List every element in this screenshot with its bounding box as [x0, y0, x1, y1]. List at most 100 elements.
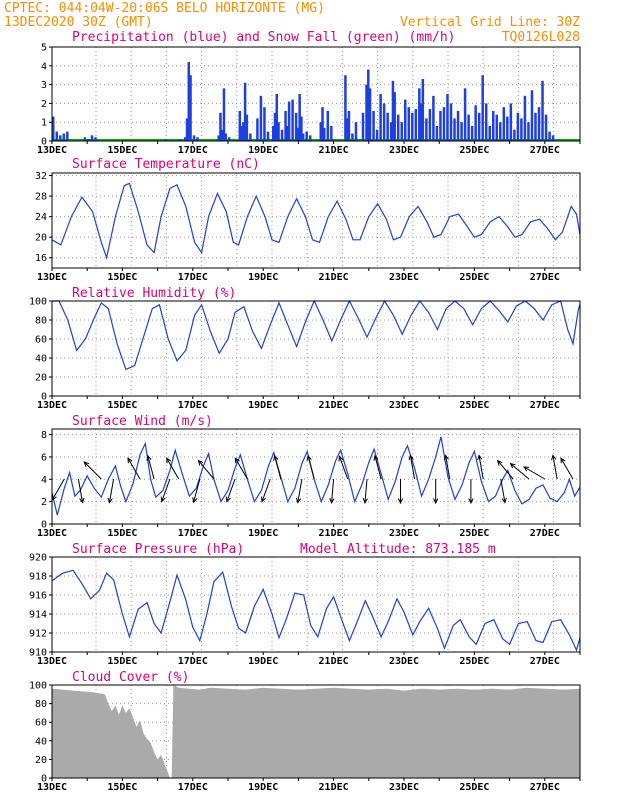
x-date-label: 13DEC: [37, 400, 67, 411]
wind-arrow-head: [83, 461, 90, 467]
precip-bar: [367, 69, 370, 141]
precip-bar: [273, 112, 277, 141]
y-tick-label: 0: [41, 774, 47, 785]
wind-arrow: [147, 455, 155, 480]
x-date-label: 17DEC: [178, 528, 208, 539]
x-date-label: 17DEC: [178, 272, 208, 283]
precip-bar: [375, 129, 379, 141]
header-code: TQ0126L028: [502, 30, 580, 45]
wind-panel: Surface Wind (m/s) 0 2 4 6 8 13DEC 15DEC 17DEC 1…: [37, 414, 581, 539]
precip-bar: [442, 107, 446, 141]
x-date-label: 25DEC: [459, 145, 489, 156]
x-date-label: 25DEC: [459, 272, 489, 283]
wind-arrow: [510, 463, 530, 480]
precip-bar: [481, 75, 484, 141]
precip-bar: [530, 90, 534, 141]
precip-bar: [94, 137, 97, 141]
x-date-label: 23DEC: [389, 272, 419, 283]
y-tick-label: 914: [29, 610, 47, 621]
precip-bar: [305, 131, 308, 141]
precip-bar: [259, 95, 263, 141]
y-tick-label: 20: [35, 373, 47, 384]
y-tick-label: 1: [41, 118, 47, 129]
precip-bar: [534, 112, 537, 141]
precip-bar: [185, 118, 189, 141]
wind-arrow-head: [373, 454, 379, 461]
precip-bar: [275, 94, 279, 141]
wind-arrow: [478, 455, 484, 480]
precip-bar: [298, 94, 301, 141]
y-tick-label: 60: [35, 335, 47, 346]
precip-bar: [502, 107, 506, 141]
wind-arrow-head: [295, 497, 302, 504]
x-date-label: 25DEC: [459, 400, 489, 411]
precip-bar: [393, 92, 396, 141]
model-altitude: Model Altitude: 873.185 m: [300, 542, 496, 557]
y-tick-label: 912: [29, 629, 47, 640]
pressure-line: [51, 569, 581, 652]
precip-bar: [178, 139, 182, 141]
cloud-panel: Cloud Cover (%) 0 20 40 60 80 100 13DEC 15DEC 17…: [29, 670, 581, 793]
precip-bar: [467, 114, 470, 141]
temp-frame: [51, 172, 581, 269]
wind-title: Surface Wind (m/s): [72, 414, 213, 429]
x-date-label: 27DEC: [530, 400, 560, 411]
wind-arrow: [364, 478, 368, 503]
precip-bar: [189, 75, 192, 141]
wind-arrow-head: [362, 498, 368, 505]
precip-bar: [499, 122, 502, 141]
wind-arrow-head: [160, 496, 166, 503]
precip-bar: [219, 112, 222, 141]
wind-arrow-head: [408, 454, 414, 461]
header-date: 13DEC2020 30Z (GMT): [4, 15, 153, 30]
wind-arrow: [108, 478, 115, 503]
precip-bar: [347, 110, 351, 141]
x-date-label: 19DEC: [248, 145, 278, 156]
precip-bar: [456, 110, 460, 141]
rh-title: Relative Humidity (%): [72, 286, 236, 301]
precip-bar: [308, 135, 312, 141]
wind-arrow-head: [509, 462, 516, 469]
precip-bar: [396, 114, 400, 141]
x-date-label: 17DEC: [178, 782, 208, 793]
wind-arrow-head: [192, 497, 198, 504]
x-date-label: 15DEC: [107, 400, 137, 411]
wind-arrow-head: [306, 454, 312, 461]
precip-bar: [414, 109, 418, 141]
precip-bar: [513, 129, 516, 141]
x-date-label: 17DEC: [178, 400, 208, 411]
wind-arrow: [552, 455, 558, 480]
precip-bar: [52, 116, 55, 141]
wind-arrow: [83, 461, 102, 480]
wind-arrow: [445, 455, 451, 480]
precip-bar: [495, 114, 499, 141]
precip-bar: [361, 112, 365, 141]
wind-arrow: [226, 478, 236, 502]
wind-arrow-head: [329, 498, 335, 505]
precip-bar: [421, 78, 425, 141]
x-date-label: 23DEC: [389, 400, 419, 411]
precip-bar: [272, 125, 275, 141]
wind-arrow: [274, 455, 282, 480]
x-date-label: 15DEC: [107, 272, 137, 283]
wind-arrow: [331, 478, 335, 503]
y-tick-label: 100: [29, 681, 47, 692]
precip-bar: [263, 107, 266, 141]
x-date-label: 21DEC: [319, 656, 349, 667]
precip-bar: [354, 122, 358, 141]
x-date-label: 21DEC: [319, 400, 349, 411]
x-date-label: 19DEC: [248, 782, 278, 793]
x-date-label: 17DEC: [178, 145, 208, 156]
wind-line: [51, 436, 581, 516]
precip-bar: [488, 125, 491, 141]
precip-bar: [477, 112, 481, 141]
precip-bar: [344, 75, 347, 141]
x-date-label: 21DEC: [319, 528, 349, 539]
y-tick-label: 4: [41, 475, 47, 486]
y-tick-label: 32: [35, 171, 47, 182]
precip-bar: [319, 122, 323, 141]
header-location: CPTEC: 044:04W-20:06S BELO HORIZONTE (MG…: [4, 1, 325, 16]
wind-arrow: [261, 478, 271, 502]
y-tick-label: 20: [35, 233, 47, 244]
precip-bar: [196, 137, 199, 141]
